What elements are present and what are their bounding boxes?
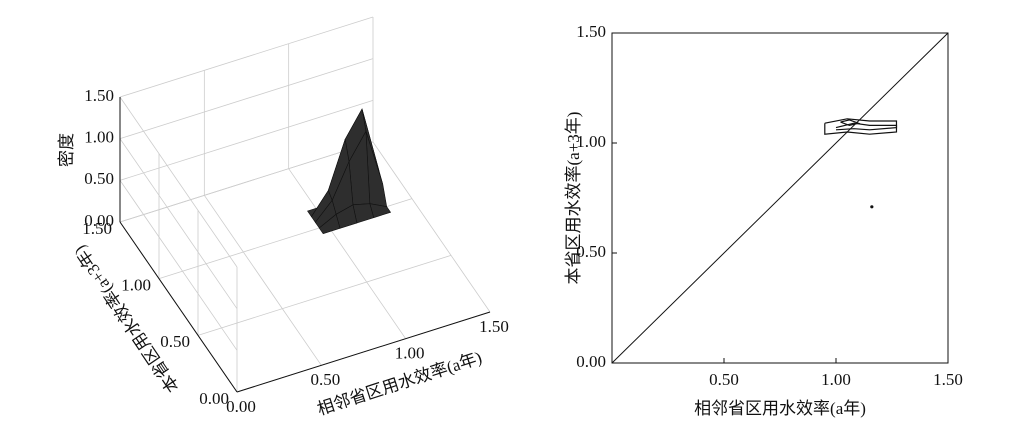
z-axis-label: 密度 bbox=[57, 133, 76, 167]
z-tick-label: 0.50 bbox=[84, 169, 114, 188]
grid-line bbox=[119, 96, 238, 268]
x-tick-label: 1.50 bbox=[933, 370, 963, 389]
x-axis-label: 相邻省区用水效率(a年) bbox=[694, 399, 866, 418]
reference-line bbox=[611, 32, 949, 364]
y-tick-label: 1.00 bbox=[576, 132, 606, 151]
grid-line bbox=[204, 195, 322, 366]
surface-patch bbox=[318, 213, 341, 235]
y-tick-label: 1.50 bbox=[576, 22, 606, 41]
y-tick-label: 1.50 bbox=[82, 219, 112, 238]
z-tick-label: 1.00 bbox=[84, 128, 114, 147]
x-tick-label: 1.50 bbox=[479, 317, 509, 336]
y-tick-label: 0.00 bbox=[576, 352, 606, 371]
x-tick-label: 0.50 bbox=[709, 370, 739, 389]
x-tick-label: 1.00 bbox=[395, 344, 425, 363]
x-tick-label: 1.00 bbox=[821, 370, 851, 389]
point bbox=[870, 205, 874, 209]
y-tick-label: 1.00 bbox=[121, 276, 151, 295]
z-tick-label: 1.50 bbox=[84, 86, 114, 105]
contour-line bbox=[840, 119, 861, 127]
grid-line bbox=[119, 141, 374, 223]
plot-frame bbox=[611, 32, 949, 364]
grid-line bbox=[288, 168, 406, 339]
grid-line bbox=[119, 138, 238, 309]
y-axis-label: 本省区用水效率(a+3年) bbox=[70, 242, 182, 396]
y-axis-label: 本省区用水效率(a+3年) bbox=[564, 112, 583, 285]
axis-line bbox=[119, 221, 238, 393]
y-tick-label: 0.00 bbox=[199, 389, 229, 408]
x-tick-label: 0.50 bbox=[310, 370, 340, 389]
grid-line bbox=[119, 58, 374, 140]
grid-line bbox=[119, 99, 374, 181]
contour-line bbox=[824, 118, 898, 135]
y-tick-label: 0.50 bbox=[576, 242, 606, 261]
grid-line bbox=[372, 141, 491, 313]
grid-line bbox=[197, 254, 452, 336]
grid-line bbox=[119, 16, 374, 98]
z-tick-label: 0.00 bbox=[84, 211, 114, 230]
grid-line bbox=[119, 180, 238, 351]
y-tick-label: 0.50 bbox=[160, 332, 190, 351]
axis-line bbox=[236, 311, 491, 393]
x-tick-label: 0.00 bbox=[226, 397, 256, 416]
